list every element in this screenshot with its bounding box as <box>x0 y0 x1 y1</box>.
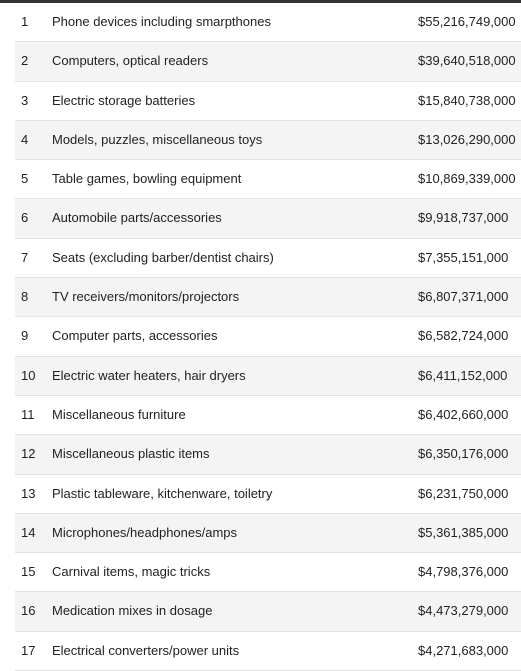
product-cell: Table games, bowling equipment <box>52 171 242 187</box>
table-row: 7 Seats (excluding barber/dentist chairs)… <box>15 239 521 279</box>
table-row: 8 TV receivers/monitors/projectors $6,807,… <box>15 278 521 318</box>
product-cell: Microphones/headphones/amps <box>52 524 238 540</box>
rank-cell: 15 <box>21 564 36 580</box>
value-cell: $15,840,738,000 <box>418 92 516 108</box>
rank-cell: 9 <box>21 328 29 344</box>
product-cell: Automobile parts/accessories <box>52 210 222 226</box>
rank-cell: 11 <box>21 406 35 422</box>
product-cell: Electrical converters/power units <box>52 642 240 658</box>
product-cell: Phone devices including smarpthones <box>52 14 271 29</box>
value-cell: $7,355,151,000 <box>418 249 509 265</box>
value-cell: $6,350,176,000 <box>418 446 509 462</box>
rank-cell: 7 <box>21 249 29 265</box>
value-cell: $6,402,660,000 <box>418 406 509 422</box>
table-row: 2 Computers, optical readers $39,640,518,0… <box>15 42 521 82</box>
ranking-table: 1 Phone devices including smarpthones $55,… <box>15 3 521 671</box>
table-row: 11 Miscellaneous furniture $6,402,660,000 <box>15 396 521 436</box>
table-row: 10 Electric water heaters, hair dryers $6,… <box>15 356 521 396</box>
product-cell: Plastic tableware, kitchenware, toiletry <box>52 485 273 501</box>
product-cell: Electric water heaters, hair dryers <box>52 367 246 383</box>
product-cell: TV receivers/monitors/projectors <box>52 289 240 305</box>
value-cell: $13,026,290,000 <box>418 131 516 147</box>
value-cell: $55,216,749,000 <box>418 14 516 29</box>
table-row: 1 Phone devices including smarpthones $55,… <box>15 3 521 43</box>
top-border <box>0 0 521 3</box>
rank-cell: 10 <box>21 367 36 383</box>
rank-cell: 12 <box>21 446 36 462</box>
rank-cell: 8 <box>21 289 29 305</box>
value-cell: $4,271,683,000 <box>418 642 509 658</box>
table-row: 3 Electric storage batteries $15,840,738,0… <box>15 82 521 121</box>
value-cell: $6,582,724,000 <box>418 328 509 344</box>
value-cell: $6,411,152,000 <box>418 367 508 383</box>
rank-cell: 13 <box>21 485 36 501</box>
rank-cell: 17 <box>21 642 36 658</box>
rank-cell: 5 <box>21 171 29 187</box>
value-cell: $9,918,737,000 <box>418 210 509 226</box>
value-cell: $6,807,371,000 <box>418 289 509 305</box>
rank-cell: 4 <box>21 131 29 147</box>
value-cell: $4,798,376,000 <box>418 564 509 580</box>
product-cell: Computer parts, accessories <box>52 328 218 344</box>
table-row: 16 Medication mixes in dosage $4,473,279,0… <box>15 592 521 632</box>
table-row: 14 Microphones/headphones/amps $5,361,385,… <box>15 513 521 554</box>
product-cell: Medication mixes in dosage <box>52 603 213 619</box>
table-row: 15 Carnival items, magic tricks $4,798,376… <box>15 553 521 593</box>
table-row: 5 Table games, bowling equipment $10,869,3… <box>15 160 521 200</box>
value-cell: $4,473,279,000 <box>418 603 509 619</box>
value-cell: $5,361,385,000 <box>418 524 509 540</box>
product-cell: Seats (excluding barber/dentist chairs) <box>52 249 274 265</box>
table-row: 6 Automobile parts/accessories $9,918,737,… <box>15 199 521 239</box>
product-cell: Computers, optical readers <box>52 53 209 69</box>
table-row: 9 Computer parts, accessories $6,582,724,0… <box>15 317 521 357</box>
rank-cell: 6 <box>21 210 29 226</box>
table-row: 13 Plastic tableware, kitchenware, toilet… <box>15 475 521 514</box>
rank-cell: 3 <box>21 92 29 108</box>
rank-cell: 1 <box>21 14 29 29</box>
product-cell: Carnival items, magic tricks <box>52 564 211 580</box>
product-cell: Miscellaneous plastic items <box>52 446 210 462</box>
rank-cell: 2 <box>21 53 29 69</box>
rank-cell: 16 <box>21 603 36 619</box>
product-cell: Miscellaneous furniture <box>52 406 186 422</box>
product-cell: Models, puzzles, miscellaneous toys <box>52 131 263 147</box>
product-cell: Electric storage batteries <box>52 92 196 108</box>
table-row: 17 Electrical converters/power units $4,27… <box>15 632 521 671</box>
value-cell: $10,869,339,000 <box>418 171 516 187</box>
value-cell: $39,640,518,000 <box>418 53 516 69</box>
rank-cell: 14 <box>21 524 36 540</box>
value-cell: $6,231,750,000 <box>418 485 509 501</box>
table-row: 12 Miscellaneous plastic items $6,350,176,… <box>15 435 521 475</box>
table-row: 4 Models, puzzles, miscellaneous toys $13,… <box>15 120 521 161</box>
